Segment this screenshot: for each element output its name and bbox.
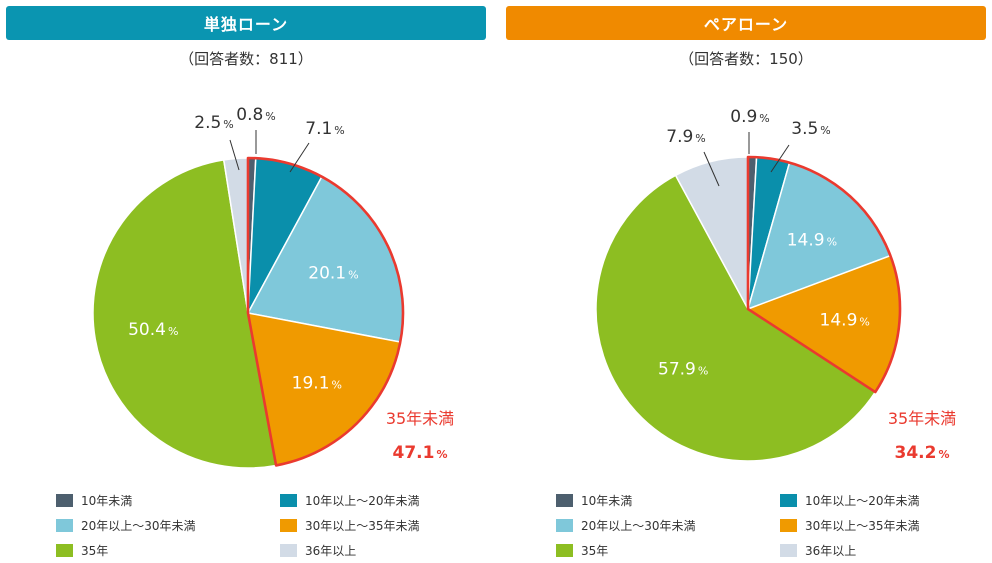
legend-swatch [556, 494, 573, 507]
legend-item: 36年以上 [280, 542, 356, 559]
pair-loan-header: ペアローン [506, 6, 986, 40]
under-35-highlight-outline [746, 155, 902, 394]
pair-loan-pie-chart: 14.9 % 14.9 % 57.9 % 0.9 % 3.5 % 7.9 % 35年未満 34.2% [595, 107, 956, 463]
legend-item: 10年以上～20年未満 [780, 492, 920, 509]
legend-label: 10年以上～20年未満 [805, 494, 920, 508]
slice-label-3: 20.1% [308, 263, 358, 283]
legend-label: 35年 [81, 544, 109, 558]
pair-loan-panel: ペアローン （回答者数：150） 14.9% 14.9% 57.9% 0.9% 3.5%… [506, 0, 986, 563]
legend-item: 35年 [56, 542, 108, 559]
legend-label: 20年以上～30年未満 [81, 519, 196, 533]
single-loan-legend: 10年未満 10年以上～20年未満 20年以上～30年未満 30年以上～35年未満 35… [56, 492, 486, 562]
leader-line-2 [770, 144, 790, 173]
legend-swatch [556, 519, 573, 532]
slice-label-6: 7.9% [666, 127, 706, 147]
legend-swatch [280, 519, 297, 532]
slice-label-6: 2.5% [194, 113, 234, 133]
under-35-label: 35年未満 [386, 409, 454, 428]
legend-item: 10年以上～20年未満 [280, 492, 420, 509]
leader-line-6 [703, 151, 720, 187]
pair-loan-respondents: （回答者数：150） [679, 50, 813, 68]
legend-swatch [56, 519, 73, 532]
legend-label: 10年以上～20年未満 [305, 494, 420, 508]
legend-label: 30年以上～35年未満 [305, 519, 420, 533]
slice-label-2: 3.5% [791, 119, 831, 139]
legend-item: 20年以上～30年未満 [556, 517, 696, 534]
single-loan-pie-chart: 20.1 % 19.1 % 50.4 % 0.8 % 7.1 % 2.5 % 35年未満 47.1% [92, 105, 454, 469]
legend-swatch [780, 494, 797, 507]
legend-label: 20年以上～30年未満 [581, 519, 696, 533]
legend-swatch [56, 494, 73, 507]
legend-label: 36年以上 [305, 544, 357, 558]
single-loan-header: 単独ローン [6, 6, 486, 40]
legend-swatch [780, 519, 797, 532]
legend-item: 30年以上～35年未満 [780, 517, 920, 534]
slice-label-1: 0.9% [730, 107, 770, 127]
slice-label-4: 19.1% [292, 373, 342, 393]
legend-label: 35年 [581, 544, 609, 558]
single-loan-panel: 単独ローン （回答者数：811） 20.1% 19.1% 50.4% 0.8% 7.1%… [6, 0, 486, 563]
legend-label: 10年未満 [581, 494, 633, 508]
pie-slice-5 [595, 174, 877, 462]
under-35-label: 35年未満 [888, 409, 956, 428]
under-35-value: 47.1% [393, 443, 448, 463]
slice-label-2: 7.1% [305, 119, 345, 139]
legend-label: 10年未満 [81, 494, 133, 508]
legend-item: 20年以上～30年未満 [56, 517, 196, 534]
slice-label-1: 0.8% [236, 105, 276, 125]
legend-swatch [280, 544, 297, 557]
pie-slice-5 [92, 159, 277, 469]
legend-swatch [556, 544, 573, 557]
legend-item: 30年以上～35年未満 [280, 517, 420, 534]
pair-loan-legend: 10年未満 10年以上～20年未満 20年以上～30年未満 30年以上～35年未満 35… [556, 492, 986, 562]
legend-swatch [56, 544, 73, 557]
legend-item: 10年未満 [56, 492, 132, 509]
legend-item: 36年以上 [780, 542, 856, 559]
slice-label-5: 50.4% [128, 320, 178, 340]
slice-label-4: 14.9% [820, 311, 870, 331]
slice-label-3: 14.9% [787, 231, 837, 251]
legend-item: 35年 [556, 542, 608, 559]
legend-item: 10年未満 [556, 492, 632, 509]
under-35-highlight-outline [246, 156, 405, 467]
legend-label: 36年以上 [805, 544, 857, 558]
legend-swatch [280, 494, 297, 507]
under-35-value: 34.2% [895, 443, 950, 463]
leader-line-6 [229, 139, 240, 171]
legend-swatch [780, 544, 797, 557]
slice-label-5: 57.9% [658, 360, 708, 380]
leader-line-2 [289, 142, 310, 173]
legend-label: 30年以上～35年未満 [805, 519, 920, 533]
single-loan-respondents: （回答者数：811） [179, 50, 313, 68]
